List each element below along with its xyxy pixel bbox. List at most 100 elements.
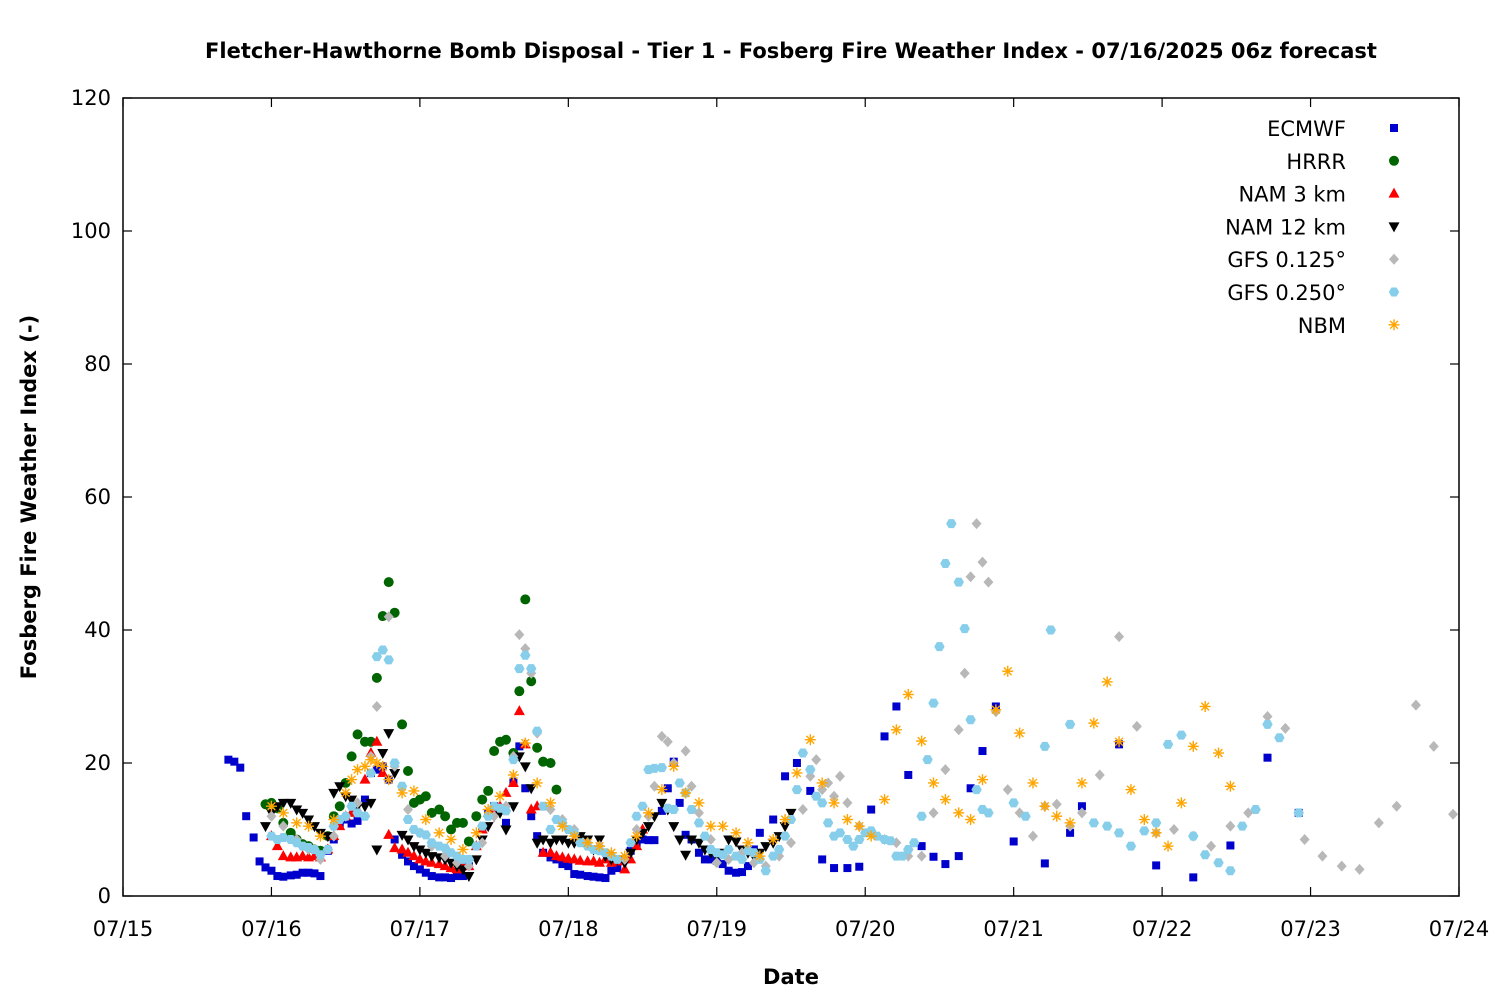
data-point (607, 866, 616, 875)
data-point (940, 559, 951, 568)
data-point (513, 705, 525, 716)
data-point (916, 735, 928, 747)
data-point (637, 801, 648, 811)
data-point (420, 814, 432, 826)
data-point (885, 836, 896, 846)
x-tick-label: 07/22 (1132, 917, 1193, 941)
data-point (277, 850, 289, 861)
data-point (594, 835, 606, 846)
data-point (811, 791, 822, 801)
data-point (583, 872, 592, 881)
data-point (650, 836, 659, 845)
data-point (595, 873, 604, 882)
data-point (959, 667, 970, 679)
data-point (359, 773, 371, 784)
data-point (383, 729, 395, 740)
data-point (531, 726, 543, 736)
data-point (754, 850, 766, 862)
legend-marker (1389, 155, 1399, 166)
data-point (404, 857, 413, 866)
data-point (558, 860, 567, 869)
data-point (433, 827, 445, 839)
data-point (656, 798, 668, 809)
data-point (279, 872, 288, 881)
data-point (855, 862, 864, 871)
data-point (340, 787, 352, 799)
data-point (983, 576, 994, 588)
legend-marker (1389, 253, 1399, 265)
data-point (441, 873, 450, 882)
data-point (427, 872, 436, 881)
data-point (1045, 625, 1056, 635)
data-point (477, 794, 488, 805)
data-point (644, 836, 653, 845)
data-point (706, 855, 715, 864)
data-point (693, 797, 705, 809)
data-point (1014, 807, 1025, 819)
data-point (482, 804, 494, 816)
data-point (1428, 740, 1439, 752)
data-point (934, 642, 945, 652)
data-point (1088, 818, 1100, 828)
data-point (854, 834, 865, 844)
y-tick-label: 100 (71, 219, 111, 243)
data-point (396, 843, 408, 854)
legend-label: ECMWF (1267, 117, 1346, 141)
data-point (440, 811, 451, 822)
legend-label: HRRR (1286, 150, 1346, 174)
data-point (500, 786, 512, 797)
data-point (1150, 818, 1162, 828)
data-point (420, 830, 432, 840)
legend-marker (1388, 187, 1400, 198)
data-point (537, 835, 549, 846)
data-point (928, 777, 940, 789)
data-point (500, 806, 512, 816)
data-point (1262, 710, 1273, 722)
data-point (346, 795, 358, 806)
data-point (929, 852, 938, 861)
data-point (649, 763, 660, 773)
data-point (1002, 665, 1014, 677)
data-point (285, 798, 297, 809)
data-point (420, 848, 432, 859)
data-point (1114, 631, 1125, 643)
data-point (946, 519, 957, 529)
data-point (724, 866, 733, 875)
data-point (291, 817, 303, 829)
data-point (928, 698, 939, 708)
data-point (865, 830, 877, 842)
x-tick-label: 07/23 (1280, 917, 1341, 941)
data-point (805, 765, 816, 775)
data-point (711, 857, 722, 869)
data-point (674, 835, 686, 846)
data-point (681, 830, 690, 839)
data-point (314, 830, 326, 842)
data-point (365, 754, 377, 766)
data-point (574, 854, 586, 865)
data-point (953, 807, 965, 819)
data-point (508, 755, 519, 765)
data-point (435, 873, 444, 882)
data-point (939, 794, 951, 806)
data-point (402, 846, 414, 857)
data-point (255, 857, 264, 866)
data-point (1293, 808, 1304, 818)
data-point (414, 845, 426, 856)
data-point (880, 732, 889, 741)
data-point (377, 760, 389, 772)
data-point (1076, 777, 1088, 789)
data-point (917, 842, 926, 851)
data-point (916, 850, 927, 862)
x-axis-title: Date (763, 965, 819, 989)
data-point (674, 778, 685, 788)
data-point (971, 785, 982, 795)
data-point (1188, 831, 1199, 841)
data-point (390, 835, 399, 844)
data-point (656, 763, 668, 773)
data-point (1101, 676, 1113, 688)
data-point (612, 854, 623, 864)
data-point (1051, 798, 1062, 810)
data-point (371, 735, 383, 746)
data-point (822, 818, 834, 828)
data-point (538, 756, 549, 767)
